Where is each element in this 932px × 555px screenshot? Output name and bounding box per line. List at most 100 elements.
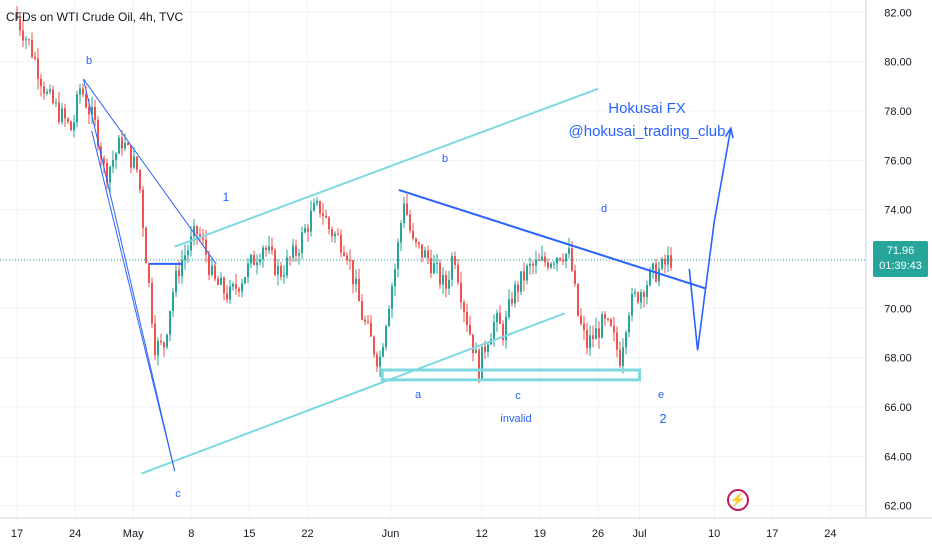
candle[interactable] xyxy=(235,273,237,295)
candle[interactable] xyxy=(211,258,213,277)
candle[interactable] xyxy=(577,283,579,317)
candle[interactable] xyxy=(238,286,240,297)
candle[interactable] xyxy=(214,263,216,282)
candle[interactable] xyxy=(220,272,222,286)
candle[interactable] xyxy=(232,281,234,291)
candle[interactable] xyxy=(418,241,420,249)
candle[interactable] xyxy=(196,225,198,245)
candle[interactable] xyxy=(520,271,522,296)
candle[interactable] xyxy=(367,315,369,325)
candle[interactable] xyxy=(34,51,36,61)
candle[interactable] xyxy=(16,6,18,21)
candle[interactable] xyxy=(592,325,594,348)
candle[interactable] xyxy=(172,288,174,317)
candle[interactable] xyxy=(631,287,633,322)
candle[interactable] xyxy=(616,326,618,358)
support-zone[interactable] xyxy=(380,368,641,382)
candle[interactable] xyxy=(385,324,387,351)
lower-channel-line[interactable] xyxy=(141,312,566,475)
candle[interactable] xyxy=(451,252,453,287)
candle[interactable] xyxy=(538,253,540,262)
candle[interactable] xyxy=(373,335,375,358)
candle[interactable] xyxy=(478,347,480,384)
candle[interactable] xyxy=(61,102,63,125)
candle[interactable] xyxy=(439,259,441,289)
candle[interactable] xyxy=(532,260,534,275)
candle[interactable] xyxy=(247,258,249,284)
candle[interactable] xyxy=(550,261,552,270)
candle[interactable] xyxy=(454,251,456,269)
candle[interactable] xyxy=(31,32,33,59)
candle[interactable] xyxy=(544,251,546,267)
candle[interactable] xyxy=(448,270,450,295)
candle[interactable] xyxy=(379,350,381,378)
candle[interactable] xyxy=(280,262,282,281)
candle[interactable] xyxy=(487,341,489,358)
candle[interactable] xyxy=(262,245,264,268)
candle[interactable] xyxy=(547,258,549,271)
candle[interactable] xyxy=(151,277,153,329)
candle[interactable] xyxy=(646,280,648,305)
candle[interactable] xyxy=(163,341,165,357)
candle[interactable] xyxy=(397,238,399,278)
candle[interactable] xyxy=(511,291,513,307)
candle[interactable] xyxy=(508,289,510,320)
candle[interactable] xyxy=(601,311,603,339)
candle[interactable] xyxy=(106,158,108,190)
candle[interactable] xyxy=(622,338,624,374)
candle[interactable] xyxy=(82,83,84,98)
candle[interactable] xyxy=(406,193,408,216)
candle[interactable] xyxy=(46,88,48,96)
candle[interactable] xyxy=(328,216,330,235)
candle[interactable] xyxy=(208,250,210,281)
candle[interactable] xyxy=(322,202,324,225)
candle[interactable] xyxy=(346,252,348,265)
candle[interactable] xyxy=(634,288,636,298)
wave-line-left-3[interactable] xyxy=(91,130,176,472)
candle[interactable] xyxy=(505,310,507,349)
candle[interactable] xyxy=(463,299,465,323)
candle[interactable] xyxy=(415,237,417,248)
candle[interactable] xyxy=(394,263,396,297)
candle[interactable] xyxy=(250,253,252,268)
candle[interactable] xyxy=(424,246,426,258)
candle[interactable] xyxy=(619,341,621,368)
candle[interactable] xyxy=(427,245,429,265)
candle[interactable] xyxy=(265,245,267,257)
triangle-upper-trendline[interactable] xyxy=(398,188,707,290)
candle[interactable] xyxy=(643,289,645,308)
candle[interactable] xyxy=(277,259,279,286)
candle[interactable] xyxy=(259,253,261,266)
candle[interactable] xyxy=(103,155,105,174)
candle[interactable] xyxy=(610,317,612,327)
candle[interactable] xyxy=(154,315,156,361)
candle[interactable] xyxy=(148,262,150,288)
candle[interactable] xyxy=(187,244,189,263)
candle[interactable] xyxy=(364,315,366,326)
candle[interactable] xyxy=(70,120,72,131)
candle[interactable] xyxy=(502,320,504,346)
candle[interactable] xyxy=(67,117,69,125)
candle[interactable] xyxy=(112,150,114,174)
candle[interactable] xyxy=(664,254,666,274)
candle[interactable] xyxy=(445,270,447,298)
candle[interactable] xyxy=(613,316,615,342)
candle[interactable] xyxy=(22,20,24,47)
candle[interactable] xyxy=(301,226,303,260)
candle[interactable] xyxy=(637,291,639,305)
candle[interactable] xyxy=(628,312,630,338)
candle[interactable] xyxy=(133,147,135,170)
candle[interactable] xyxy=(175,264,177,297)
upper-channel-line[interactable] xyxy=(174,87,599,248)
candle[interactable] xyxy=(400,220,402,252)
candle[interactable] xyxy=(295,239,297,262)
candle[interactable] xyxy=(421,244,423,263)
candle[interactable] xyxy=(331,226,333,243)
candle[interactable] xyxy=(352,260,354,294)
candle[interactable] xyxy=(55,98,57,108)
candle[interactable] xyxy=(436,254,438,274)
candle[interactable] xyxy=(391,282,393,318)
candle[interactable] xyxy=(97,116,99,151)
